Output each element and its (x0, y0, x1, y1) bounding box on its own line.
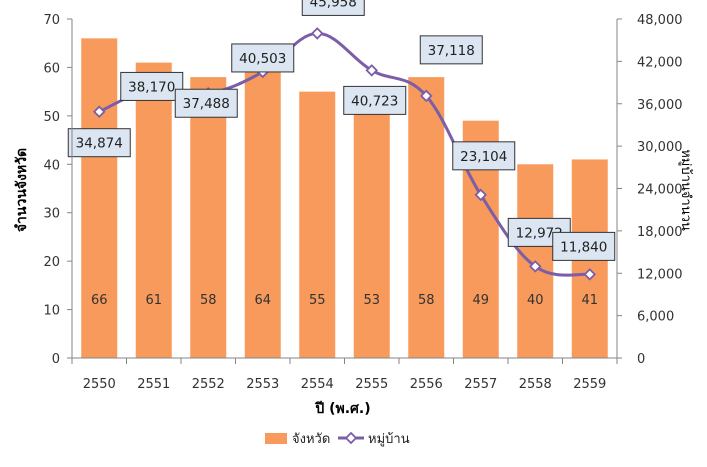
bar-value-label: 58 (418, 293, 435, 308)
x-tick-label: 2559 (573, 377, 606, 392)
bar-value-label: 61 (145, 293, 162, 308)
line-data-label: 40,723 (343, 85, 407, 115)
data-label-text: 34,874 (76, 136, 123, 152)
line-data-label: 34,874 (67, 128, 131, 158)
legend-diamond-icon (344, 431, 358, 445)
bar (353, 101, 390, 358)
data-label-box (120, 71, 184, 101)
y-right-tick-label: 6,000 (637, 310, 674, 325)
line-data-label: 40,503 (231, 43, 295, 73)
line-point (583, 268, 597, 281)
bar-value-label: 40 (527, 293, 544, 308)
bar-value-labels: 66 61 58 64 55 53 58 49 40 41 (91, 293, 598, 308)
data-label-text: 40,503 (239, 51, 286, 67)
y-right-tick-label: 0 (637, 352, 645, 367)
data-label-box (67, 128, 131, 158)
x-tick-label: 2553 (246, 377, 279, 392)
data-label-box (552, 231, 616, 261)
legend-line-label: หมู่บ้าน (368, 432, 410, 447)
line-point (528, 260, 542, 273)
y-right-tick-label: 48,000 (637, 13, 683, 28)
line-point (419, 89, 433, 103)
y-left-tick-label: 40 (43, 158, 60, 173)
line-data-label: 37,118 (419, 35, 483, 65)
data-label-text: 45,958 (310, 0, 357, 10)
y-right-tick-label: 24,000 (637, 183, 683, 198)
bar-value-label: 66 (91, 293, 108, 308)
y-right-tick-label: 42,000 (637, 55, 683, 70)
y-axis-left-title: จำนวนจังหวัด (14, 148, 30, 232)
y-left-tick-label: 0 (52, 352, 60, 367)
data-label-text: 12,972 (516, 225, 563, 241)
x-tick-label: 2558 (519, 377, 552, 392)
y-right-tick-label: 12,000 (637, 267, 683, 282)
data-label-box (231, 43, 295, 73)
bar-value-label: 49 (472, 293, 489, 308)
y-left-tick-label: 50 (43, 110, 60, 125)
y-left-tick-label: 10 (43, 304, 60, 319)
bar-value-label: 53 (363, 293, 380, 308)
line-point (92, 105, 106, 118)
y-right-tick-label: 36,000 (637, 98, 683, 113)
y-left-tick-label: 30 (43, 207, 60, 222)
y-left-tick-label: 70 (43, 13, 60, 28)
bar (299, 91, 336, 359)
line-point (365, 64, 379, 77)
data-label-text: 37,118 (428, 43, 475, 59)
line-data-label: 37,488 (174, 88, 238, 118)
x-tick-label: 2556 (410, 377, 443, 392)
legend-bar-swatch (265, 433, 287, 444)
legend-bar-label: จังหวัด (292, 432, 330, 447)
data-label-text: 38,170 (128, 79, 175, 95)
data-label-text: 37,488 (183, 96, 230, 112)
x-tick-label: 2552 (192, 377, 225, 392)
axes: 0 10 20 30 40 50 60 70 0 6,000 12,000 18,000 24,000 3… (43, 13, 682, 392)
data-label-box (301, 0, 365, 16)
data-label-text: 40,723 (351, 93, 398, 109)
x-tick-label: 2551 (137, 377, 170, 392)
line-series: 34,874 38,170 37,488 40,503 45,958 40,723 37,1… (67, 0, 616, 281)
y-right-tick-label: 30,000 (637, 140, 683, 155)
y-axis-right-title: หมู่บ้านจำนวน (678, 149, 693, 231)
data-label-box (452, 141, 516, 171)
line-data-label: 11,840 (552, 231, 616, 261)
data-label-box (174, 88, 238, 118)
line-point (474, 188, 488, 202)
x-axis-title: ปี (พ.ศ.) (314, 401, 371, 417)
data-label-box (343, 85, 407, 115)
bar (81, 38, 118, 358)
bar-value-label: 55 (309, 293, 326, 308)
y-left-tick-label: 20 (43, 255, 60, 270)
bar (135, 62, 172, 358)
data-label-text: 11,840 (560, 239, 607, 255)
bar-value-label: 58 (200, 293, 217, 308)
x-tick-label: 2550 (83, 377, 116, 392)
data-label-text: 23,104 (460, 149, 507, 165)
line-data-label: 38,170 (120, 71, 184, 101)
legend: จังหวัด หมู่บ้าน (265, 431, 410, 447)
bar-value-label: 64 (254, 293, 271, 308)
x-tick-label: 2557 (464, 377, 497, 392)
line-data-label: 23,104 (452, 141, 516, 171)
y-right-tick-label: 18,000 (637, 225, 683, 240)
bar (408, 77, 445, 358)
line-data-label: 45,958 (301, 0, 365, 16)
line-point (310, 27, 324, 40)
x-tick-label: 2555 (355, 377, 388, 392)
bar-series (81, 38, 608, 359)
bar (190, 77, 227, 358)
bar-value-label: 41 (581, 293, 598, 308)
x-tick-label: 2554 (301, 377, 334, 392)
bar (244, 48, 281, 359)
data-label-box (419, 35, 483, 65)
y-left-tick-label: 60 (43, 61, 60, 76)
